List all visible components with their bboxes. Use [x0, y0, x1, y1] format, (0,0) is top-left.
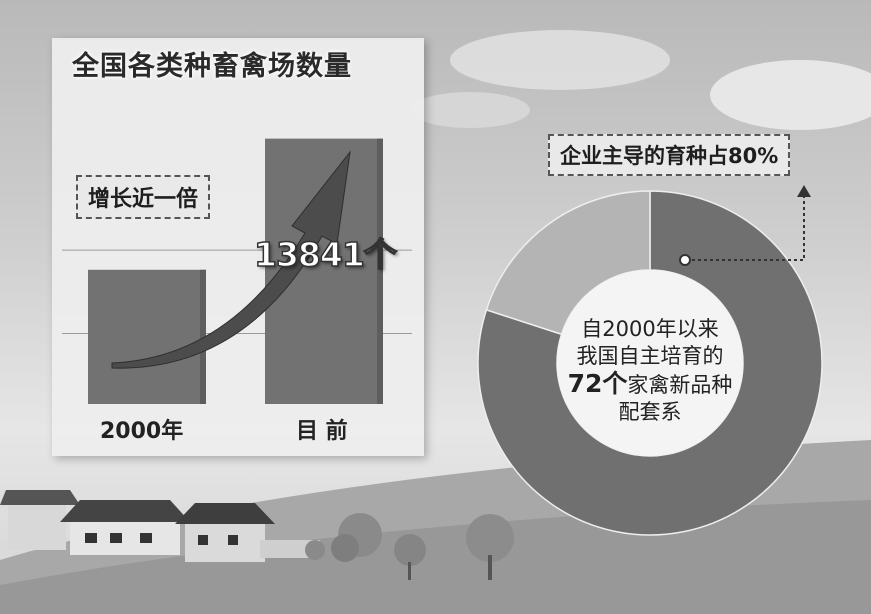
- share-callout: 企业主导的育种占80%: [548, 134, 791, 176]
- donut-text-count-rest: 家禽新品种: [627, 373, 733, 397]
- farm-buildings: [0, 490, 320, 562]
- category-label-current: 目 前: [296, 419, 348, 444]
- bar-shade-1: [377, 138, 383, 404]
- donut-text-line1: 自2000年以来: [581, 317, 719, 341]
- callout-arrowhead: [797, 185, 811, 197]
- trees: [305, 513, 514, 580]
- growth-callout: 增长近一倍: [76, 175, 211, 219]
- donut-hole: [557, 270, 743, 456]
- donut-text-line3: 72个家禽新品种: [540, 370, 760, 399]
- chart-title: 全国各类种畜禽场数量: [72, 51, 352, 82]
- growth-arrow: [111, 150, 351, 369]
- callout-dot: [679, 254, 691, 266]
- total-value-label: 13841个: [253, 234, 397, 275]
- donut-text-count: 72个: [567, 369, 628, 398]
- donut-text-line2: 我国自主培育的: [576, 344, 724, 368]
- category-label-2000: 2000年: [100, 419, 184, 444]
- donut-text-line4: 配套系: [618, 400, 682, 424]
- donut-center-text: 自2000年以来 我国自主培育的 72个家禽新品种 配套系: [540, 316, 760, 426]
- bar-0: [88, 269, 206, 404]
- bar-shade-0: [200, 269, 206, 404]
